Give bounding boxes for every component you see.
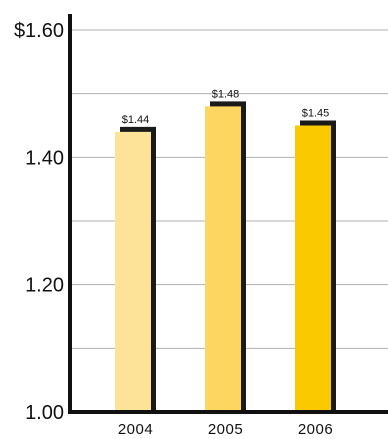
data-label-2004: $1.44: [122, 114, 150, 126]
bar-2004: [115, 126, 156, 412]
y-tick-label: 1.20: [25, 275, 64, 297]
bar-face: [295, 125, 331, 412]
bars: [115, 101, 336, 413]
data-label-2006: $1.45: [302, 108, 330, 120]
data-labels: $1.44 $1.48 $1.45: [122, 88, 330, 125]
y-tick-label: 1.40: [25, 147, 64, 169]
y-tick-label: $1.60: [14, 20, 64, 42]
x-tick-labels: 2004 2005 2006: [118, 421, 333, 438]
bar-face: [205, 106, 241, 413]
y-tick-label: 1.00: [25, 402, 64, 424]
x-tick-2005: 2005: [208, 421, 243, 438]
x-tick-2004: 2004: [118, 421, 153, 438]
data-label-2005: $1.48: [212, 88, 240, 100]
bar-2006: [295, 120, 336, 412]
bar-2005: [205, 101, 246, 413]
axes: [68, 14, 388, 414]
x-tick-2006: 2006: [298, 421, 333, 438]
y-tick-labels: 1.00 1.20 1.40 $1.60: [14, 20, 64, 424]
bar-face: [115, 131, 151, 412]
